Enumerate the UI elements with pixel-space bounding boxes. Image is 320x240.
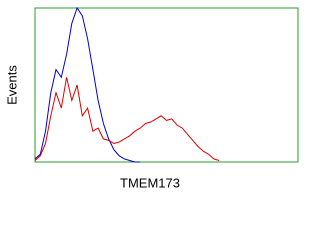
x-axis-label: TMEM173: [120, 175, 180, 190]
chart: TMEM173 Events: [4, 6, 299, 190]
plot-frame: [34, 7, 299, 163]
series-line: [34, 77, 220, 161]
series-line: [34, 6, 141, 163]
y-axis-label: Events: [4, 65, 19, 105]
